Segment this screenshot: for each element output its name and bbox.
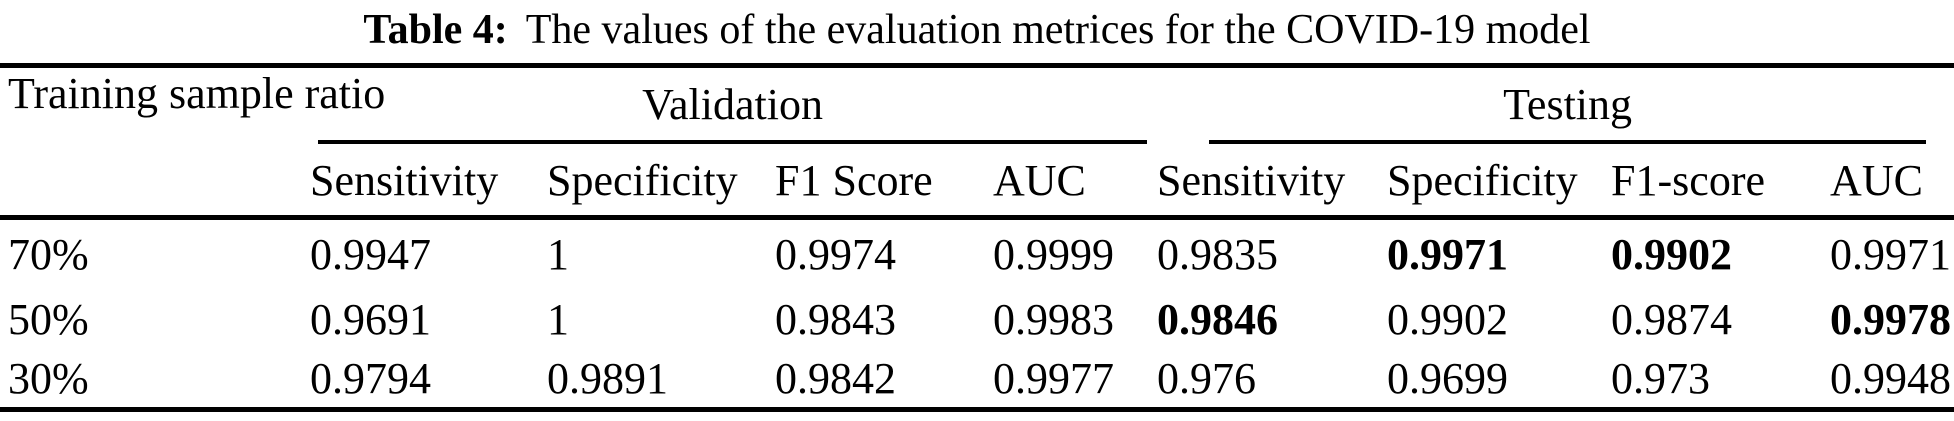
cell-value: 0.9691 bbox=[310, 295, 431, 344]
column-header-test-specificity: Specificity bbox=[1379, 143, 1604, 220]
cell-value: 0.9999 bbox=[993, 230, 1114, 280]
cell-value: 0.9948 bbox=[1830, 353, 1952, 403]
cell-value: 1 bbox=[547, 295, 569, 344]
group-header-validation: Validation bbox=[302, 66, 1149, 144]
column-header-test-sensitivity: Sensitivity bbox=[1149, 143, 1380, 220]
table-row: 30% 0.9794 0.9891 0.9842 0.9977 0.976 0.… bbox=[0, 350, 1954, 410]
cell-value: 0.9891 bbox=[547, 353, 668, 403]
table-caption: Table 4: The values of the evaluation met… bbox=[0, 6, 1954, 54]
cell-value: 0.9971 bbox=[1830, 230, 1952, 280]
cell-value: 0.9947 bbox=[310, 230, 431, 280]
column-header-test-f1-score: F1-score bbox=[1603, 143, 1823, 220]
group-header-validation-label: Validation bbox=[318, 79, 1148, 144]
cell-value: 0.9902 bbox=[1611, 230, 1733, 280]
column-header-val-auc: AUC bbox=[985, 143, 1150, 220]
cell-value: 0.9699 bbox=[1387, 353, 1509, 403]
table-subheader-row: Sensitivity Specificity F1 Score AUC Sen… bbox=[0, 143, 1954, 220]
table-row: 50% 0.9691 1 0.9843 0.9983 0.9846 0.9902… bbox=[0, 290, 1954, 350]
cell-value: 0.9842 bbox=[775, 353, 896, 403]
cell-value: 0.976 bbox=[1157, 353, 1257, 403]
cell-value: 0.9971 bbox=[1387, 230, 1509, 280]
table-caption-label: Table 4: bbox=[363, 7, 508, 53]
table-row: 70% 0.9947 1 0.9974 0.9999 0.9835 0.9971… bbox=[0, 218, 1954, 290]
cell-ratio: 30% bbox=[8, 353, 89, 403]
cell-value: 1 bbox=[547, 230, 569, 280]
table-group-header-row: Training sample ratio Validation Testing bbox=[0, 65, 1954, 220]
cell-value: 0.9846 bbox=[1157, 295, 1279, 344]
group-header-testing: Testing bbox=[1149, 66, 1954, 144]
cell-value: 0.9794 bbox=[310, 353, 431, 403]
cell-ratio: 50% bbox=[8, 295, 89, 344]
cell-value: 0.9983 bbox=[993, 295, 1114, 344]
cell-value: 0.9977 bbox=[993, 353, 1114, 403]
group-header-testing-label: Testing bbox=[1209, 79, 1927, 144]
table-caption-text: The values of the evaluation metrices fo… bbox=[525, 7, 1591, 53]
cell-value: 0.9843 bbox=[775, 295, 896, 344]
cell-value: 0.9974 bbox=[775, 230, 896, 280]
column-header-val-f1-score: F1 Score bbox=[767, 143, 985, 220]
cell-value: 0.973 bbox=[1611, 353, 1711, 403]
cell-value: 0.9874 bbox=[1611, 295, 1733, 344]
column-header-val-sensitivity: Sensitivity bbox=[302, 143, 539, 220]
column-header-training-sample-ratio: Training sample ratio bbox=[0, 65, 385, 220]
evaluation-metrics-table: Training sample ratio Validation Testing… bbox=[0, 63, 1954, 412]
cell-value: 0.9835 bbox=[1157, 230, 1279, 280]
column-header-test-auc: AUC bbox=[1822, 143, 1954, 220]
cell-value: 0.9978 bbox=[1830, 295, 1952, 344]
column-header-val-specificity: Specificity bbox=[539, 143, 767, 220]
cell-value: 0.9902 bbox=[1387, 295, 1509, 344]
cell-ratio: 70% bbox=[8, 230, 89, 280]
